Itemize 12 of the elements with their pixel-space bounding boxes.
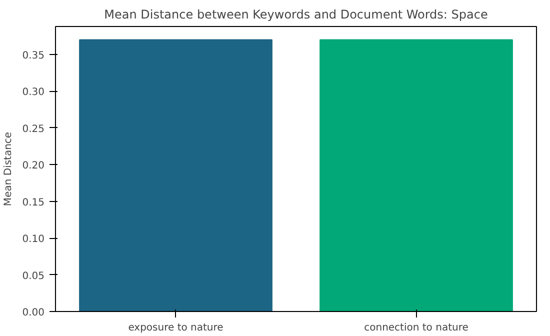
y-axis-title: Mean Distance [3, 132, 14, 206]
y-tick-label: 0.10 [22, 234, 44, 246]
y-tick-label: 0.05 [22, 270, 44, 282]
chart-title: Mean Distance between Keywords and Document Words: Space [104, 8, 488, 22]
y-tick-label: 0.00 [22, 308, 44, 318]
x-tick-label: connection to nature [364, 322, 468, 334]
y-tick-label: 0.20 [22, 160, 44, 172]
x-tick-label: exposure to nature [128, 322, 224, 334]
y-tick-label: 0.15 [22, 197, 44, 208]
y-tick-label: 0.30 [22, 87, 44, 98]
y-tick-label: 0.25 [22, 124, 44, 135]
y-tick-label: 0.35 [22, 50, 44, 62]
